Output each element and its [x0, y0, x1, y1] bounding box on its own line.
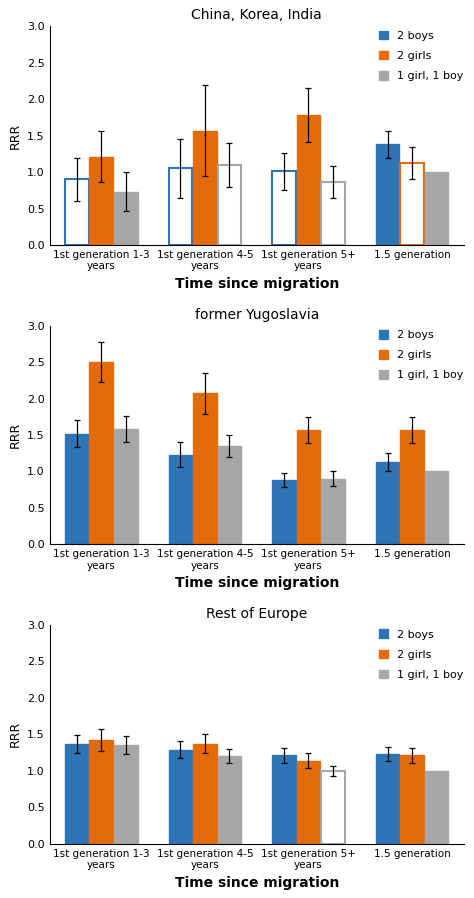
Bar [114, 429, 137, 544]
Bar [376, 145, 400, 245]
Bar [425, 172, 448, 245]
Bar [400, 163, 424, 245]
Bar [65, 744, 89, 843]
Bar [321, 479, 345, 544]
Bar [169, 750, 192, 843]
Legend: 2 boys, 2 girls, 1 girl, 1 boy: 2 boys, 2 girls, 1 girl, 1 boy [376, 28, 466, 84]
Bar [425, 471, 448, 544]
Bar [114, 192, 137, 245]
Bar [297, 761, 320, 843]
Bar [90, 362, 113, 544]
Title: Rest of Europe: Rest of Europe [206, 607, 307, 621]
Bar [321, 770, 345, 843]
X-axis label: Time since migration: Time since migration [174, 277, 339, 291]
X-axis label: Time since migration: Time since migration [174, 577, 339, 590]
Title: China, Korea, India: China, Korea, India [191, 8, 322, 22]
Bar [90, 740, 113, 843]
Legend: 2 boys, 2 girls, 1 girl, 1 boy: 2 boys, 2 girls, 1 girl, 1 boy [376, 626, 466, 683]
Bar [297, 115, 320, 245]
Bar [376, 754, 400, 843]
Y-axis label: RRR: RRR [9, 721, 21, 747]
Bar [218, 165, 241, 245]
Bar [65, 180, 89, 245]
Bar [218, 446, 241, 544]
Bar [376, 462, 400, 544]
Bar [169, 169, 192, 245]
Bar [169, 454, 192, 544]
Bar [400, 430, 424, 544]
Title: former Yugoslavia: former Yugoslavia [194, 308, 319, 321]
Bar [400, 755, 424, 843]
Bar [193, 744, 217, 843]
Bar [114, 745, 137, 843]
Bar [272, 480, 296, 544]
Bar [272, 172, 296, 245]
Legend: 2 boys, 2 girls, 1 girl, 1 boy: 2 boys, 2 girls, 1 girl, 1 boy [376, 327, 466, 383]
Bar [193, 130, 217, 245]
Bar [90, 157, 113, 245]
Y-axis label: RRR: RRR [9, 122, 21, 149]
Bar [425, 770, 448, 843]
Y-axis label: RRR: RRR [9, 422, 21, 448]
Bar [193, 393, 217, 544]
Bar [65, 434, 89, 544]
Bar [297, 430, 320, 544]
X-axis label: Time since migration: Time since migration [174, 876, 339, 890]
Bar [218, 756, 241, 843]
Bar [321, 181, 345, 245]
Bar [272, 755, 296, 843]
